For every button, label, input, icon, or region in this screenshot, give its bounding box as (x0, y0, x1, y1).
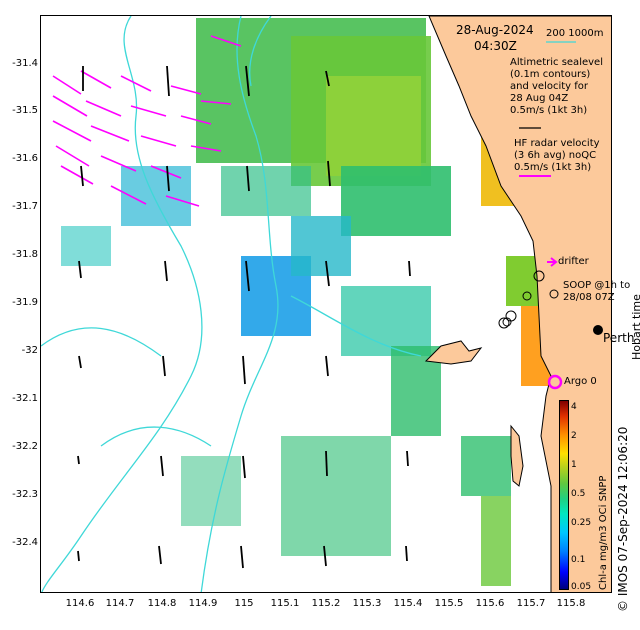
altimetry-line: 0.5m/s (1kt 3h) (510, 105, 588, 116)
colorbar-tick: 2 (571, 431, 577, 441)
y-tick: -31.7 (12, 201, 38, 212)
perth-label: Perth (603, 331, 635, 345)
y-tick: -31.5 (12, 105, 38, 116)
x-tick: 114.7 (105, 598, 135, 609)
y-tick: -31.6 (12, 153, 38, 164)
drifter-arrow-icon (547, 257, 558, 267)
x-tick: 115.8 (556, 598, 586, 609)
x-tick: 115.5 (434, 598, 464, 609)
chlorophyll-field (61, 18, 551, 586)
y-tick: -31.8 (12, 249, 38, 260)
y-tick: -31.9 (12, 297, 38, 308)
date-title: 28-Aug-2024 (456, 23, 534, 37)
hf-line: HF radar velocity (514, 138, 600, 149)
rottnest-island (424, 340, 483, 365)
garden-island (510, 424, 524, 487)
colorbar-tick: 0.25 (571, 518, 592, 528)
x-tick: 115.6 (475, 598, 505, 609)
colorbar-tick: 4 (571, 402, 577, 412)
colorbar-tick: 1 (571, 460, 577, 470)
altimetry-arrows (77, 65, 411, 569)
x-tick: 114.9 (188, 598, 218, 609)
colorbar-label: Chl-a mg/m3 OCi SNPP (598, 475, 609, 590)
time-title: 04:30Z (474, 39, 517, 53)
x-tick: 114.6 (65, 598, 95, 609)
soop-line: SOOP @1h to (563, 280, 631, 291)
hf-line: 0.5m/s (1kt 3h) (514, 162, 592, 173)
x-tick: 115.1 (270, 598, 300, 609)
copyright-label: © IMOS 07-Sep-2024 12:06:20 (616, 426, 630, 612)
altimetry-line: Altimetric sealevel (510, 57, 603, 68)
colorbar (559, 400, 569, 590)
x-tick: 115.7 (516, 598, 546, 609)
bathymetry-contours (41, 16, 422, 592)
hobart-time-label: Hobart time (630, 294, 640, 360)
perth-marker (593, 325, 603, 335)
x-tick: 114.8 (147, 598, 177, 609)
colorbar-tick: 0.05 (571, 582, 592, 592)
soop-line: 28/08 07Z (563, 292, 615, 303)
altimetry-line: and velocity for (510, 81, 589, 92)
y-tick: -32.3 (12, 489, 38, 500)
hf-radar-arrows (52, 35, 242, 207)
contour-legend-text: 200 1000m (546, 28, 604, 39)
x-tick: 115.2 (311, 598, 341, 609)
x-tick: 115 (234, 598, 254, 609)
y-tick: -32 (21, 345, 38, 356)
argo-marker (547, 374, 563, 390)
y-tick: -32.4 (12, 537, 38, 548)
soop-markers (498, 270, 559, 329)
y-tick: -32.1 (12, 393, 38, 404)
x-tick: 115.4 (393, 598, 423, 609)
y-tick: -32.2 (12, 441, 38, 452)
argo-label: Argo 0 (564, 376, 597, 387)
colorbar-tick: 0.1 (571, 555, 586, 565)
y-tick: -31.4 (12, 58, 38, 69)
hf-line: (3 6h avg) noQC (514, 150, 597, 161)
altimetry-line: (0.1m contours) (510, 69, 591, 80)
altimetry-line: 28 Aug 04Z (510, 93, 569, 104)
colorbar-tick: 0.5 (571, 489, 586, 499)
x-tick: 115.3 (352, 598, 382, 609)
drifter-label: drifter (558, 256, 589, 267)
